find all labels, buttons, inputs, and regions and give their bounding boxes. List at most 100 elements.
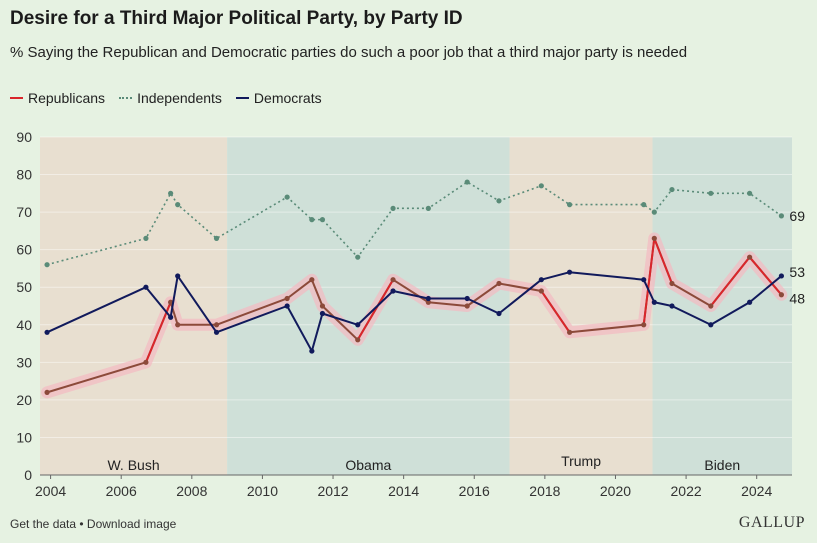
republicans-point	[496, 280, 502, 287]
era-band-w-bush	[40, 137, 228, 475]
democrats-point	[213, 329, 220, 335]
era-label-biden: Biden	[704, 457, 740, 473]
independents-point	[641, 202, 647, 208]
independents-point	[390, 205, 396, 211]
republicans-point	[44, 389, 50, 395]
independents-point	[44, 262, 50, 268]
republicans-point	[641, 322, 647, 328]
end-label-independents: 69	[789, 208, 805, 224]
y-tick-label-80: 80	[16, 167, 32, 183]
legend-item-republicans: Republicans	[10, 90, 105, 106]
republicans-point	[538, 288, 544, 294]
y-tick-label-70: 70	[16, 204, 32, 220]
republicans-point	[464, 303, 470, 309]
legend-swatch-democrats	[235, 97, 249, 99]
x-tick-label-2016: 2016	[459, 483, 490, 499]
x-tick-label-2014: 2014	[388, 483, 419, 499]
gallup-logo: GALLUP	[738, 514, 805, 531]
republicans-point	[778, 292, 785, 298]
democrats-point	[44, 329, 50, 335]
democrats-point	[425, 295, 431, 302]
independents-point	[651, 209, 657, 215]
republicans-point	[669, 280, 675, 287]
republicans-point	[309, 277, 315, 283]
democrats-point	[566, 269, 573, 275]
republicans-accent-segment	[653, 238, 673, 284]
y-tick-label-50: 50	[16, 279, 32, 295]
independents-point	[538, 183, 544, 189]
independents-point	[496, 198, 502, 204]
democrats-point	[464, 295, 470, 302]
democrats-point	[538, 277, 544, 283]
democrats-point	[669, 303, 675, 309]
independents-point	[425, 205, 431, 211]
y-tick-label-30: 30	[16, 354, 32, 370]
get-data-link[interactable]: Get the data	[10, 517, 77, 531]
democrats-point	[390, 288, 396, 294]
republicans-point	[319, 303, 326, 309]
chart-title: Desire for a Third Major Political Party…	[10, 8, 463, 29]
end-label-democrats: 53	[789, 264, 805, 280]
y-tick-label-40: 40	[16, 317, 32, 333]
independents-point	[747, 190, 753, 196]
republicans-point	[168, 299, 174, 305]
democrats-point	[284, 303, 290, 309]
x-tick-label-2008: 2008	[176, 483, 207, 499]
x-tick-label-2010: 2010	[247, 483, 278, 499]
independents-point	[464, 179, 470, 185]
era-label-trump: Trump	[561, 453, 601, 469]
independents-point	[778, 213, 785, 219]
independents-point	[175, 202, 181, 208]
democrats-point	[143, 284, 149, 290]
republicans-point	[651, 235, 657, 241]
y-tick-label-20: 20	[16, 392, 32, 408]
x-tick-label-2004: 2004	[35, 483, 66, 499]
independents-point	[213, 235, 220, 241]
republicans-point	[175, 322, 181, 328]
footer-separator: •	[76, 517, 87, 531]
footer-links: Get the data • Download image	[10, 517, 176, 531]
legend-swatch-republicans	[10, 97, 23, 99]
legend-swatch-independents	[119, 97, 133, 99]
y-tick-label-90: 90	[16, 129, 32, 145]
republicans-point	[284, 295, 290, 302]
line-chart: 0 10 20 30 40 50 60 70 80 90 2004 2006 2008 2010 2012 2…	[16, 129, 805, 499]
independents-point	[669, 186, 675, 193]
republicans-point	[143, 359, 149, 365]
republicans-point	[390, 277, 396, 283]
independents-point	[355, 254, 361, 260]
democrats-point	[651, 299, 657, 305]
era-label-w-bush: W. Bush	[107, 457, 159, 473]
era-band-trump	[509, 137, 653, 475]
download-image-link[interactable]: Download image	[86, 517, 177, 531]
republicans-point	[708, 303, 714, 309]
democrats-point	[175, 273, 181, 279]
end-label-republicans: 48	[789, 291, 805, 307]
independents-point	[319, 217, 326, 223]
legend: Republicans Independents Democrats	[10, 90, 322, 106]
x-tick-label-2006: 2006	[106, 483, 137, 499]
legend-item-independents: Independents	[119, 90, 222, 106]
independents-point	[708, 190, 714, 196]
independents-point	[143, 235, 149, 241]
independents-point	[168, 190, 174, 196]
era-label-obama: Obama	[345, 457, 391, 473]
democrats-point	[778, 273, 785, 279]
republicans-accent-segment	[642, 238, 656, 325]
independents-point	[566, 202, 573, 208]
x-tick-label-2012: 2012	[317, 483, 348, 499]
republicans-point	[566, 329, 573, 335]
democrats-point	[319, 310, 326, 317]
x-tick-label-2020: 2020	[600, 483, 631, 499]
democrats-point	[355, 322, 361, 328]
x-tick-label-2024: 2024	[741, 483, 772, 499]
legend-label-independents: Independents	[137, 90, 222, 106]
democrats-point	[309, 348, 315, 354]
y-tick-label-0: 0	[24, 467, 32, 483]
republicans-accent-segment	[540, 290, 571, 333]
legend-label-democrats: Democrats	[253, 90, 322, 106]
republicans-accent-segment	[356, 279, 394, 341]
democrats-point	[496, 310, 502, 317]
democrats-point	[747, 299, 753, 305]
republicans-point	[425, 299, 431, 305]
